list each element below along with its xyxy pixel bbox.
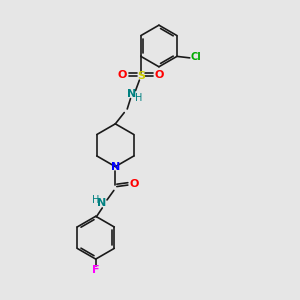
Text: F: F — [92, 265, 100, 275]
Text: N: N — [111, 162, 120, 172]
Text: N: N — [97, 199, 106, 208]
Text: N: N — [127, 89, 136, 99]
Text: H: H — [135, 93, 143, 103]
Text: O: O — [129, 179, 139, 189]
Text: O: O — [118, 70, 127, 80]
Text: H: H — [92, 195, 100, 205]
Text: S: S — [137, 71, 145, 81]
Text: O: O — [154, 70, 164, 80]
Text: Cl: Cl — [190, 52, 201, 62]
